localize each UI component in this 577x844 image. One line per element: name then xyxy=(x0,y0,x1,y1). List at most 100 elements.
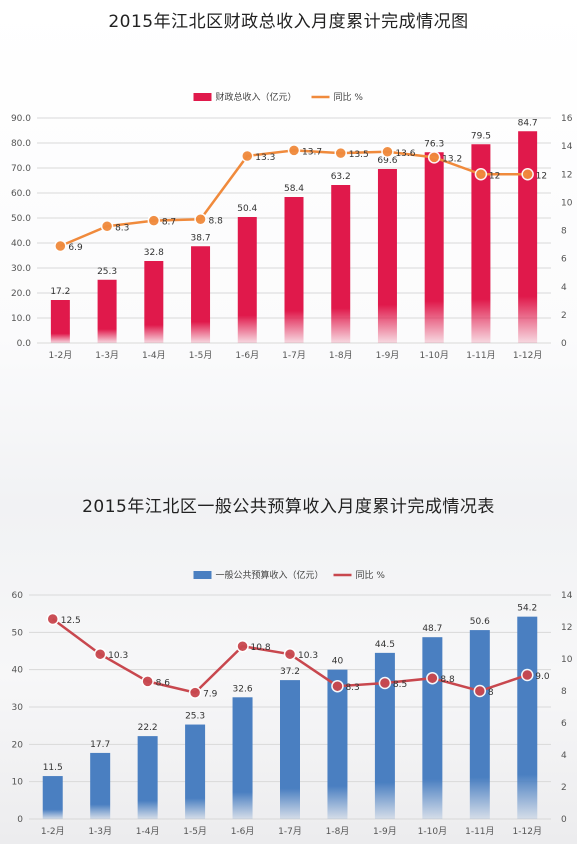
yoy-point xyxy=(46,612,59,626)
bar xyxy=(327,669,348,819)
y2-tick-label: 0 xyxy=(561,339,567,349)
x-tick-label: 1-9月 xyxy=(376,350,400,361)
legend-bar-label: 财政总收入（亿元） xyxy=(216,91,297,103)
legend-bar-swatch xyxy=(193,571,212,579)
yoy-value-label: 8 xyxy=(488,688,494,698)
bar xyxy=(50,300,70,343)
bar xyxy=(237,217,257,343)
yoy-point xyxy=(93,647,107,661)
y-tick-label: 30 xyxy=(12,703,24,713)
yoy-point xyxy=(100,220,114,233)
y2-tick-label: 4 xyxy=(561,283,567,293)
bar xyxy=(331,185,351,343)
yoy-value-label: 12 xyxy=(536,171,547,181)
y-tick-label: 40 xyxy=(12,666,24,676)
yoy-point xyxy=(381,145,394,158)
y2-tick-label: 2 xyxy=(561,783,567,793)
yoy-point xyxy=(334,146,347,160)
x-tick-label: 1-6月 xyxy=(231,826,255,837)
bar-value-label: 58.4 xyxy=(284,184,304,194)
yoy-point xyxy=(241,149,254,163)
bar-value-label: 44.5 xyxy=(375,640,395,650)
y-tick-label: 40.0 xyxy=(11,239,31,249)
bar xyxy=(424,152,444,343)
bar-value-label: 32.8 xyxy=(144,248,164,258)
y2-tick-label: 10 xyxy=(561,198,573,208)
chart-budget-revenue: 2015年江北区一般公共预算收入月度累计完成情况表 0 10 20 30 40 50 60 0… xyxy=(0,420,577,844)
bar-value-label: 84.7 xyxy=(518,118,538,128)
yoy-value-label: 9.0 xyxy=(535,672,550,682)
y-tick-label: 90.0 xyxy=(11,114,31,124)
chart-title: 2015年江北区财政总收入月度累计完成情况图 xyxy=(108,12,469,32)
y2-tick-label: 6 xyxy=(561,255,567,265)
yoy-value-label: 8.8 xyxy=(209,216,224,226)
bar-value-label: 54.2 xyxy=(517,604,537,614)
y2-tick-label: 4 xyxy=(561,751,567,761)
bar-value-label: 50.4 xyxy=(237,204,257,214)
x-tick-label: 1-4月 xyxy=(142,350,166,361)
y2-tick-label: 6 xyxy=(561,719,567,729)
bar xyxy=(518,131,538,343)
bar xyxy=(137,736,158,819)
y-tick-label: 10.0 xyxy=(11,314,31,324)
bar-value-label: 40 xyxy=(332,657,344,667)
yoy-point xyxy=(331,679,344,693)
x-tick-label: 1-8月 xyxy=(329,350,353,361)
bar xyxy=(232,697,253,819)
bar xyxy=(471,144,491,343)
bar-value-label: 22.2 xyxy=(138,723,158,733)
yoy-point xyxy=(287,144,301,157)
legend-bar-label: 一般公共预算收入（亿元） xyxy=(216,569,324,581)
y2-tick-label: 0 xyxy=(561,815,567,825)
yoy-value-label: 8.7 xyxy=(162,218,176,228)
yoy-point xyxy=(141,675,154,688)
bar-value-label: 17.7 xyxy=(90,740,110,750)
yoy-value-label: 12 xyxy=(489,171,500,181)
chart-revenue-total-svg: 0.0 10.0 20.0 30.0 40.0 50.0 60.0 70.0 80.0 90.0 0… xyxy=(11,91,573,361)
y-tick-label: 30.0 xyxy=(11,264,31,274)
y-tick-label: 10 xyxy=(12,778,24,788)
yoy-value-label: 8.5 xyxy=(393,680,407,690)
y-tick-label: 0 xyxy=(17,815,23,825)
yoy-point xyxy=(54,239,67,253)
bar xyxy=(90,752,111,819)
bar-value-label: 25.3 xyxy=(185,712,205,722)
bar-value-label: 38.7 xyxy=(191,233,211,243)
y-tick-label: 70.0 xyxy=(11,164,31,174)
chart-budget-revenue-svg: 0 10 20 30 40 50 60 0 2 4 6 8 10 12 14 11.5 1-2月 17.7 1-3月… xyxy=(12,569,573,837)
yoy-point xyxy=(521,168,534,181)
y2-tick-label: 12 xyxy=(561,623,572,633)
bar-value-label: 76.3 xyxy=(424,139,444,149)
bar-value-label: 79.5 xyxy=(471,131,491,141)
y-tick-label: 80.0 xyxy=(11,139,31,149)
yoy-value-label: 8.6 xyxy=(156,678,171,688)
bar xyxy=(377,169,397,343)
x-tick-label: 1-12月 xyxy=(513,350,542,361)
y-tick-label: 50.0 xyxy=(11,214,31,224)
y-tick-label: 60 xyxy=(12,591,24,601)
bar-value-label: 37.2 xyxy=(280,667,300,677)
yoy-point xyxy=(474,168,488,181)
y2-tick-label: 16 xyxy=(561,114,573,124)
bar-value-label: 32.6 xyxy=(233,684,253,694)
x-tick-label: 1-8月 xyxy=(326,826,350,837)
bar xyxy=(374,652,395,819)
yoy-value-label: 13.5 xyxy=(349,150,369,160)
yoy-point xyxy=(236,639,249,653)
yoy-value-label: 7.9 xyxy=(203,690,218,700)
bar xyxy=(469,630,490,819)
chart-revenue-total: 2015年江北区财政总收入月度累计完成情况图 0.0 10.0 20.0 30.0 40… xyxy=(0,0,577,420)
y-tick-label: 50 xyxy=(12,628,24,638)
bar xyxy=(280,680,300,819)
bar xyxy=(97,279,117,343)
x-tick-label: 1-7月 xyxy=(282,350,306,361)
bar-value-label: 69.6 xyxy=(377,156,397,166)
bar xyxy=(284,197,304,343)
y2-tick-label: 14 xyxy=(561,591,573,601)
yoy-value-label: 13.7 xyxy=(302,147,322,157)
bar xyxy=(191,246,211,343)
y2-tick-label: 2 xyxy=(561,311,567,321)
x-tick-label: 1-11月 xyxy=(466,350,495,361)
chart-title: 2015年江北区一般公共预算收入月度累计完成情况表 xyxy=(82,497,495,517)
yoy-point xyxy=(426,671,439,685)
